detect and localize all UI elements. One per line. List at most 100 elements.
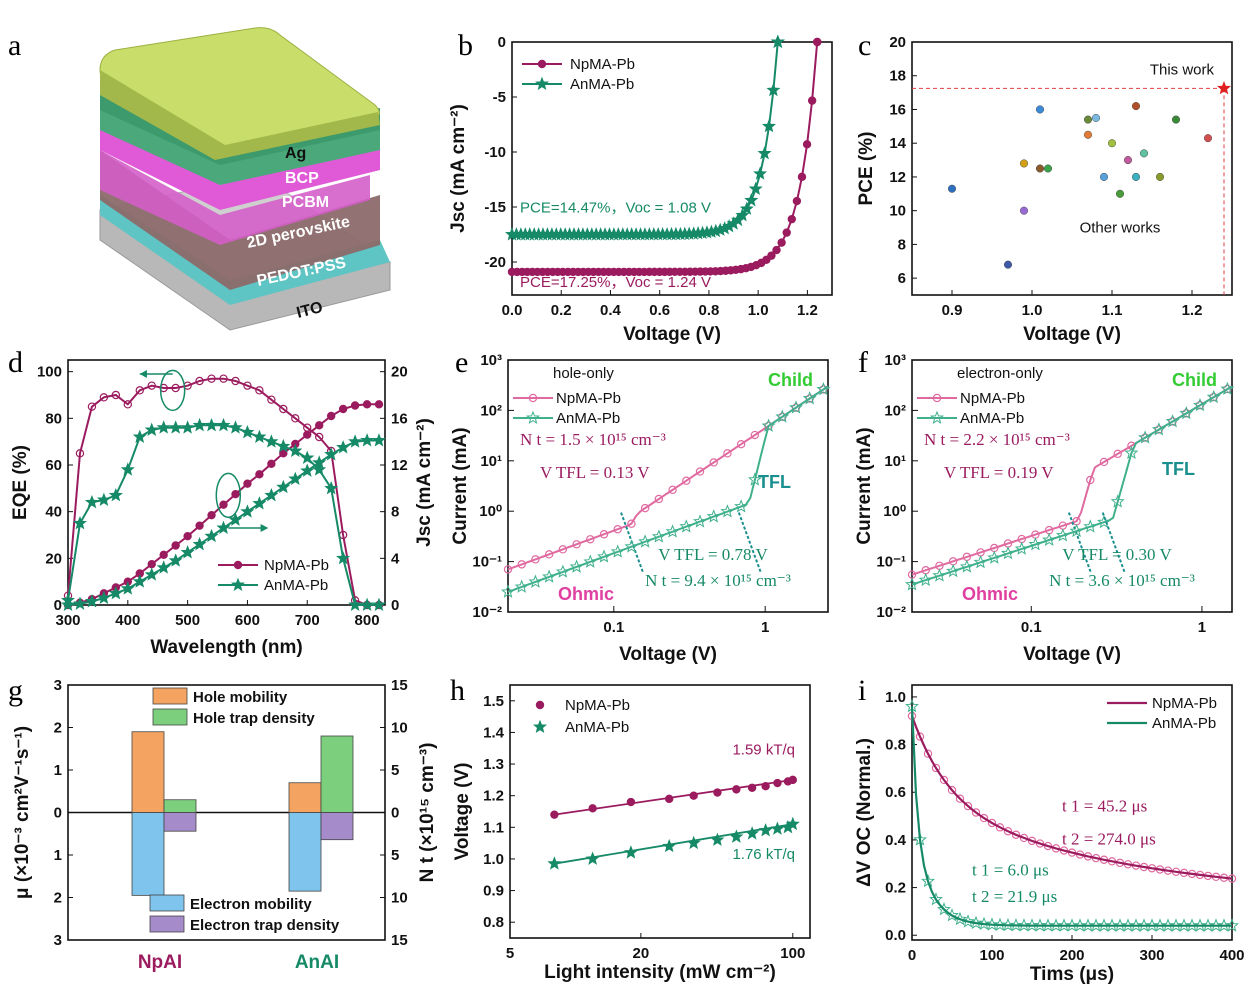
f-ytick-label: 10⁰ (883, 503, 906, 520)
f-point-1-45 (1110, 494, 1125, 508)
d-eqe-point-0-6 (135, 386, 144, 395)
d-ytick-label: 60 (45, 457, 62, 474)
i-point-0-20 (987, 818, 997, 828)
f-point-1-9 (946, 563, 961, 578)
f-point-1-21 (1001, 546, 1015, 560)
h-ytick-label: 1.5 (483, 693, 504, 710)
f-point-1-30 (1042, 532, 1057, 547)
f-point-1-63 (1193, 397, 1207, 412)
d-eqe-point-1-15 (240, 424, 255, 439)
d-jsc-point-1-2 (84, 594, 99, 608)
i-point-1-6 (929, 892, 943, 906)
g-ytick-label: 1 (54, 762, 62, 779)
c-ytick-label: 10 (889, 203, 906, 220)
g-bar-electron-mobility-0 (131, 812, 165, 896)
d-jsc-point-1-5 (120, 581, 135, 595)
d-y2tick-label: 4 (391, 550, 400, 567)
d-jsc-point-1-14 (228, 512, 243, 526)
e-point-0-45 (709, 458, 718, 467)
d-eqe-point-0-19 (291, 414, 300, 423)
f-child-label: Child (1172, 370, 1217, 390)
f-legend-marker-1 (930, 410, 944, 425)
h-ytick-label: 0.9 (483, 883, 504, 900)
b-point-1-57 (757, 146, 772, 160)
h-point-0-1 (588, 804, 597, 813)
h-point-1-5 (710, 832, 725, 846)
chart-h-frame (509, 684, 811, 939)
d-jsc-point-0-21 (315, 421, 324, 430)
d-jsc-point-0-25 (362, 400, 372, 409)
g-ytick-label: 2 (54, 720, 62, 737)
e-point-1-39 (679, 519, 694, 533)
f-y-axis-label: Current (mA) (854, 427, 875, 544)
d-eqe-point-0-9 (171, 383, 180, 393)
e-point-1-33 (651, 529, 666, 543)
e-xtick-label: 1 (761, 619, 769, 636)
c-x-axis-label: Voltage (V) (1023, 324, 1121, 345)
i-legend-label-1: AnMA-Pb (1152, 715, 1216, 732)
b-x-axis-label: Voltage (V) (623, 324, 721, 345)
d-legend-label-1: AnMA-Pb (264, 577, 328, 594)
d-xtick-label: 400 (115, 612, 140, 629)
e-point-1-30 (638, 534, 653, 548)
g-ytick-label: 1 (54, 847, 62, 864)
c-other-point-9 (1091, 113, 1100, 122)
b-point-1-54 (744, 193, 759, 207)
b-point-0-58 (802, 140, 812, 149)
g-y2tick-label: 10 (391, 890, 408, 907)
h-point-1-11 (785, 816, 800, 831)
e-point-0-48 (723, 449, 732, 458)
layer-label-pcbm: PCBM (282, 194, 329, 211)
c-other-point-19 (1203, 134, 1212, 143)
d-eqe-point-1-22 (324, 480, 339, 495)
chart-i-tpv-decay: 0 100 200 300 400 0.0 0.2 0.4 0.6 0.8 1.0 Tims (μs)… (854, 684, 1245, 985)
d-jsc-point-1-4 (108, 585, 123, 600)
e-subtitle: hole-only (553, 365, 614, 382)
d-eqe-point-1-14 (228, 420, 243, 434)
c-ytick-label: 12 (889, 169, 906, 186)
c-other-point-2 (1020, 159, 1029, 168)
b-point-1-53 (739, 201, 754, 215)
g-legend-swatch-2 (149, 894, 185, 912)
i-ytick-label: 1.0 (885, 689, 906, 706)
g-legend-swatch-1 (152, 708, 188, 726)
d-y2tick-label: 16 (391, 410, 408, 427)
d-ytick-label: 100 (37, 364, 62, 381)
f-point-1-18 (987, 550, 1002, 564)
d-eqe-point-1-19 (288, 443, 303, 458)
i-ytick-label: 0.0 (885, 927, 906, 944)
e-point-1-27 (624, 539, 639, 553)
chart-c-pce-comparison: 0.9 1.0 1.1 1.2 6 8 10 12 14 16 18 20 Voltage (V) PCE… (856, 34, 1233, 345)
i-t1-1: t 1 = 6.0 μs (972, 861, 1049, 880)
i-ytick-label: 0.8 (885, 737, 906, 754)
h-point-0-5 (713, 788, 722, 797)
g-y-axis-label: μ (×10⁻³ cm²V⁻¹s⁻¹) (12, 726, 33, 899)
b-legend-marker-0 (537, 59, 547, 69)
g-y2tick-label: 10 (391, 720, 408, 737)
f-tfl-marker-0 (1067, 512, 1092, 573)
c-other-point-18 (1171, 115, 1180, 124)
d-eqe-point-0-7 (147, 381, 156, 390)
d-eqe-point-1-11 (192, 417, 207, 432)
d-jsc-point-0-13 (219, 500, 228, 509)
h-point-1-9 (770, 821, 785, 835)
b-xtick-label: 0.8 (698, 302, 719, 319)
d-jsc-point-1-25 (360, 433, 375, 447)
i-x-axis-label: Tims (μs) (1030, 964, 1114, 985)
d-jsc-point-0-23 (338, 404, 348, 414)
d-eqe-point-1-24 (348, 597, 363, 612)
d-jsc-point-1-19 (288, 471, 303, 486)
d-arrowhead-eqe (139, 370, 147, 378)
d-x-axis-label: Wavelength (nm) (150, 637, 302, 658)
b-point-1-52 (735, 207, 750, 222)
b-point-0-56 (792, 196, 802, 206)
h-point-1-7 (745, 826, 760, 840)
b-legend-label-0: NpMA-Pb (570, 56, 635, 73)
c-this-work-marker (1217, 81, 1231, 95)
e-point-0-15 (572, 540, 581, 549)
b-xtick-label: 1.0 (748, 302, 769, 319)
e-legend-marker-1 (526, 410, 540, 425)
h-point-1-1 (585, 851, 600, 865)
i-y-axis-label: ΔV OC (Normal.) (854, 738, 875, 887)
